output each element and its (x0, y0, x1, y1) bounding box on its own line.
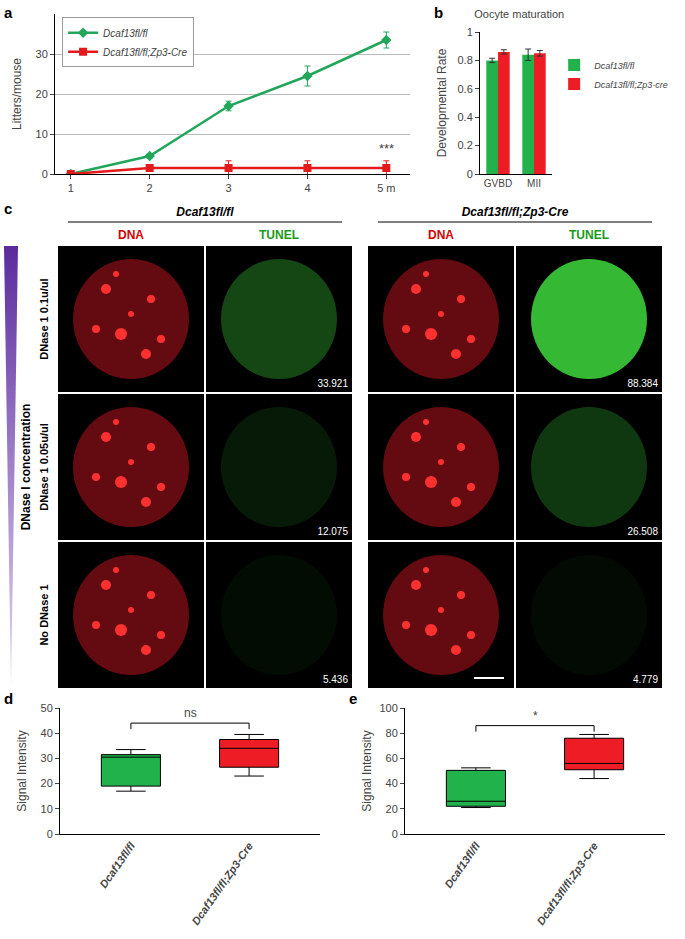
svg-text:20: 20 (36, 88, 48, 100)
svg-text:40: 40 (386, 777, 398, 789)
svg-text:Dcaf13fl/fl: Dcaf13fl/fl (442, 839, 483, 890)
html-text:e: e (349, 690, 358, 707)
svg-text:Developmental Rate: Developmental Rate (435, 48, 449, 157)
svg-text:0.4: 0.4 (458, 111, 473, 123)
svg-text:1: 1 (68, 182, 74, 194)
svg-text:0: 0 (467, 168, 473, 180)
svg-text:DNA: DNA (428, 228, 454, 242)
svg-text:1: 1 (467, 26, 473, 38)
svg-text:Signal Intensity: Signal Intensity (360, 730, 374, 811)
svg-text:88.384: 88.384 (627, 378, 658, 389)
svg-text:80: 80 (386, 727, 398, 739)
html-text:a: a (4, 4, 13, 21)
svg-text:26.508: 26.508 (627, 526, 658, 537)
svg-text:0.6: 0.6 (458, 83, 473, 95)
svg-text:Dcaf13fl/fl: Dcaf13fl/fl (594, 61, 635, 71)
svg-text:ns: ns (184, 706, 197, 720)
svg-text:30: 30 (41, 752, 53, 764)
svg-text:Dcaf13fl/fl;Zp3-Cre: Dcaf13fl/fl;Zp3-Cre (462, 205, 569, 219)
svg-text:0: 0 (392, 828, 398, 840)
svg-text:5.436: 5.436 (323, 674, 348, 685)
svg-text:*: * (533, 709, 538, 723)
svg-text:10: 10 (36, 128, 48, 140)
svg-text:DNA: DNA (118, 228, 144, 242)
svg-text:0.8: 0.8 (458, 54, 473, 66)
svg-text:100: 100 (379, 702, 397, 714)
svg-text:Dcaf13fl/fl: Dcaf13fl/fl (103, 28, 148, 39)
svg-text:c: c (4, 200, 12, 217)
svg-text:DNase 1 0.1u/ul: DNase 1 0.1u/ul (38, 278, 50, 359)
html-text:b: b (434, 4, 444, 21)
svg-text:40: 40 (41, 727, 53, 739)
svg-text:0: 0 (42, 168, 48, 180)
svg-text:Litters/mouse: Litters/mouse (10, 58, 24, 130)
svg-text:4.779: 4.779 (633, 674, 658, 685)
svg-text:Dcaf13fl/fl;Zp3-Cre: Dcaf13fl/fl;Zp3-Cre (534, 840, 600, 927)
svg-text:TUNEL: TUNEL (569, 228, 609, 242)
svg-text:MII: MII (527, 178, 541, 189)
svg-text:GVBD: GVBD (484, 178, 512, 189)
svg-text:20: 20 (386, 803, 398, 815)
svg-text:***: *** (379, 141, 394, 156)
svg-text:50: 50 (41, 702, 53, 714)
svg-text:12.075: 12.075 (317, 526, 348, 537)
html-text:d: d (4, 690, 14, 707)
svg-text:4: 4 (304, 182, 310, 194)
svg-text:0.2: 0.2 (458, 139, 473, 151)
svg-text:No DNase 1: No DNase 1 (38, 584, 50, 645)
svg-text:5 m: 5 m (377, 182, 395, 194)
svg-text:Dcaf13fl/fl;Zp3-Cre: Dcaf13fl/fl;Zp3-Cre (103, 47, 187, 58)
svg-text:20: 20 (41, 777, 53, 789)
svg-text:Dcaf13fl/fl;Zp3-Cre: Dcaf13fl/fl;Zp3-Cre (189, 840, 255, 927)
svg-text:Signal Intensity: Signal Intensity (15, 730, 29, 811)
svg-text:10: 10 (41, 803, 53, 815)
svg-text:3: 3 (225, 182, 231, 194)
svg-text:Dcaf13fl/fl: Dcaf13fl/fl (176, 205, 234, 219)
svg-text:Oocyte maturation: Oocyte maturation (474, 8, 564, 20)
svg-text:Dcaf13fl/fl;Zp3-cre: Dcaf13fl/fl;Zp3-cre (594, 80, 668, 90)
svg-text:33.921: 33.921 (317, 378, 348, 389)
svg-text:DNase I concentration: DNase I concentration (19, 404, 33, 531)
svg-text:Dcaf13fl/fl: Dcaf13fl/fl (97, 839, 138, 890)
svg-text:DNase 1 0.05u/ul: DNase 1 0.05u/ul (38, 423, 50, 510)
svg-text:0: 0 (47, 828, 53, 840)
svg-text:60: 60 (386, 752, 398, 764)
svg-text:2: 2 (147, 182, 153, 194)
svg-text:TUNEL: TUNEL (259, 228, 299, 242)
svg-text:30: 30 (36, 48, 48, 60)
